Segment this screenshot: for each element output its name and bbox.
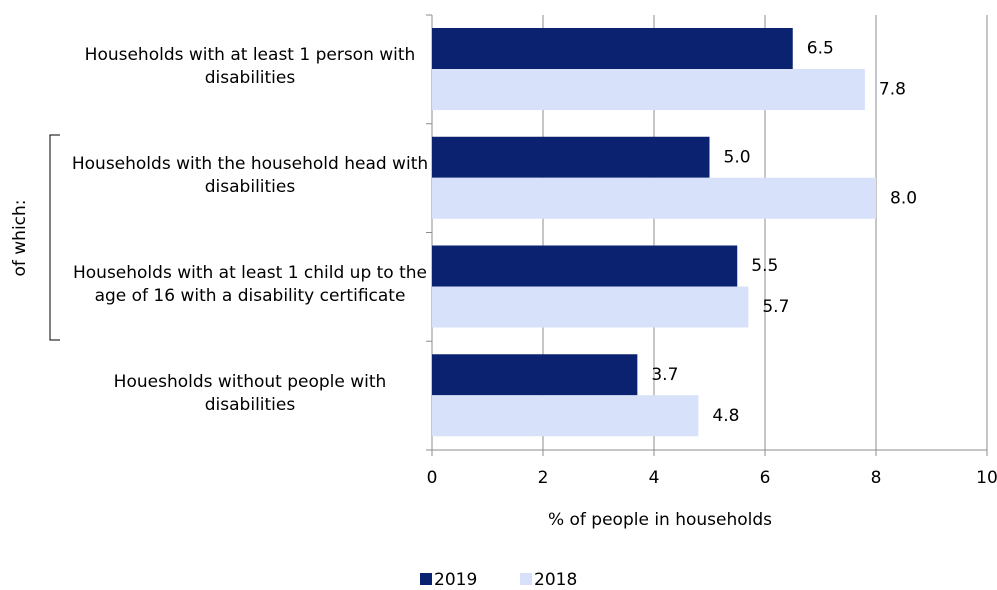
x-tick-label: 6	[760, 468, 771, 488]
bar	[432, 136, 710, 178]
value-label: 7.8	[879, 80, 906, 100]
legend-label: 2018	[534, 570, 577, 590]
bracket	[49, 134, 60, 341]
value-label: 5.7	[762, 297, 789, 317]
bar	[432, 69, 865, 110]
bar	[432, 28, 793, 69]
bar	[432, 177, 876, 219]
x-tick-label: 10	[976, 468, 997, 488]
x-tick-label: 2	[538, 468, 549, 488]
y-tick-label: Households with the household head with …	[71, 154, 429, 198]
x-tick-label: 4	[649, 468, 660, 488]
bar	[432, 354, 638, 396]
x-tick-label: 0	[427, 468, 438, 488]
legend-label: 2019	[434, 570, 477, 590]
bar	[432, 245, 738, 287]
value-label: 5.0	[724, 147, 751, 167]
annotation: of which:	[10, 199, 30, 276]
value-label: 4.8	[712, 406, 739, 426]
value-label: 5.5	[751, 256, 778, 276]
bar	[432, 286, 749, 328]
y-tick-label: Houesholds without people with disabilit…	[113, 371, 387, 415]
x-axis-label: % of people in households	[548, 510, 772, 530]
value-label: 3.7	[651, 365, 678, 385]
legend-swatch	[420, 573, 432, 585]
value-label: 6.5	[807, 39, 834, 59]
bar	[432, 395, 699, 437]
x-tick-label: 8	[871, 468, 882, 488]
y-tick-label: Households with at least 1 child up to t…	[72, 262, 428, 306]
y-tick-label: Households with at least 1 person with d…	[84, 45, 416, 89]
legend-swatch	[520, 573, 532, 585]
value-label: 8.0	[890, 188, 917, 208]
